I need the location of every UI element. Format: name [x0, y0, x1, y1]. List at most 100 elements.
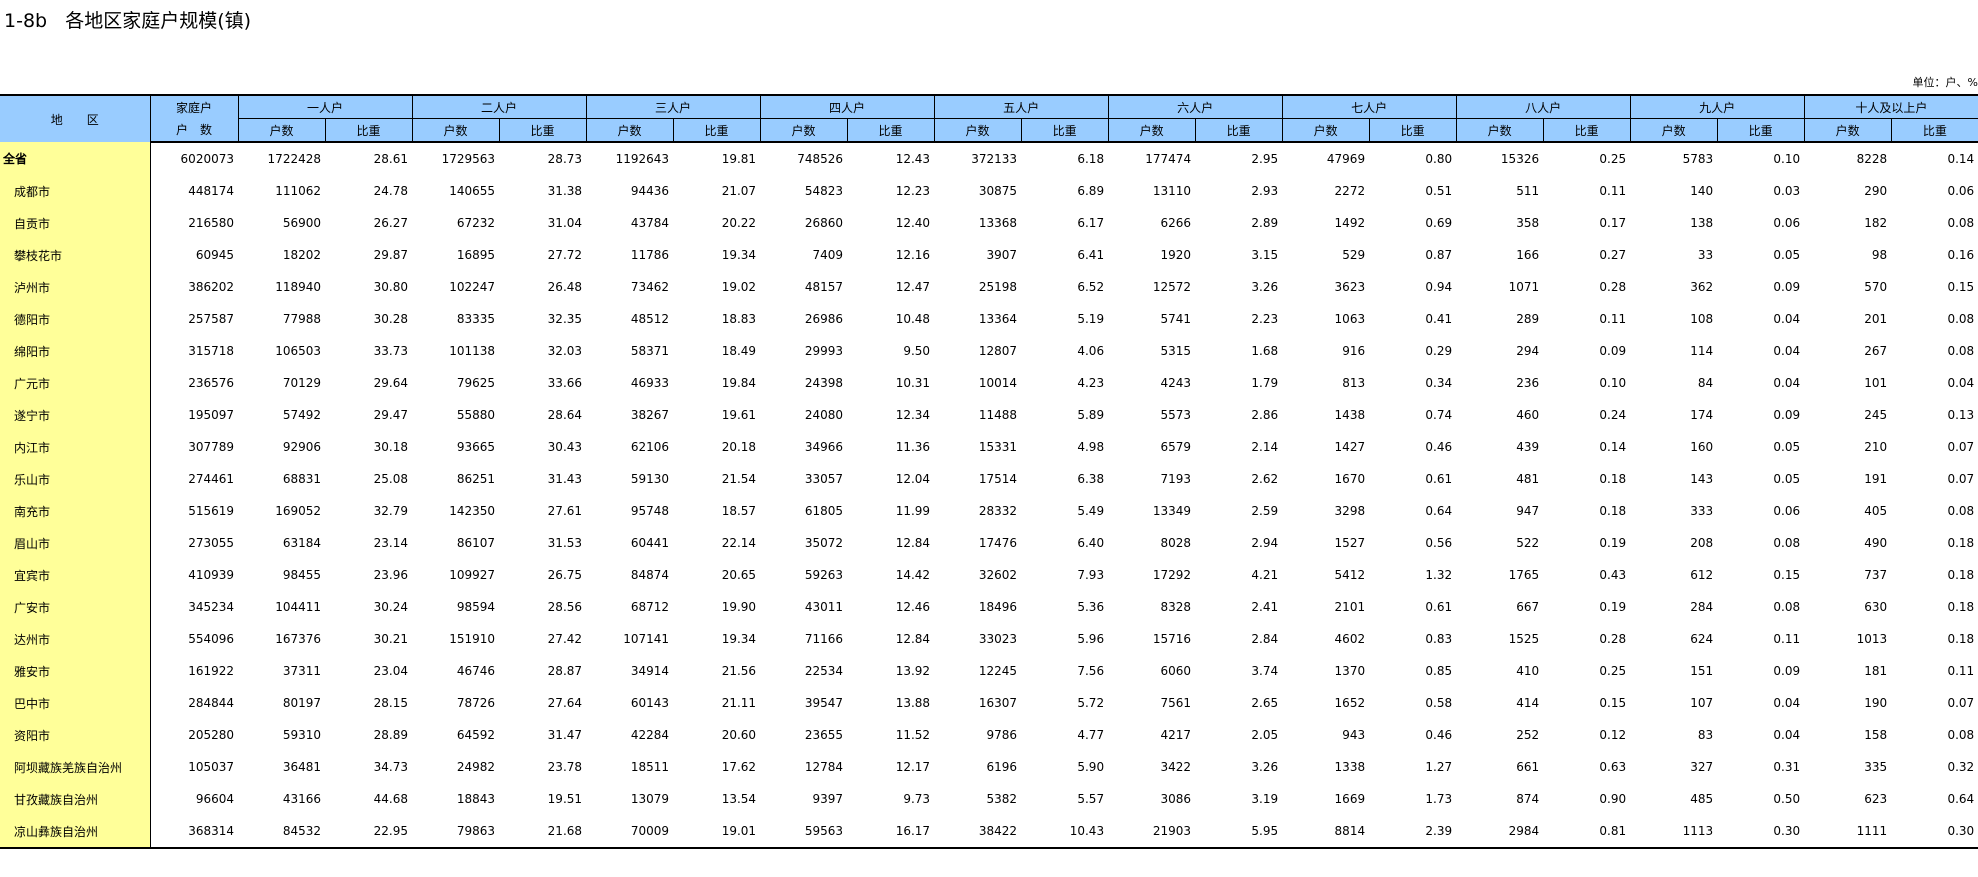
- header-row-groups: 地 区 家庭户 一人户 二人户 三人户 四人户 五人户 六人户 七人户 八人户 …: [0, 94, 1978, 142]
- ratio-subheader: 比重: [672, 118, 761, 143]
- ratio-cell: 21.11: [721, 696, 757, 710]
- count-cell: 1920: [1160, 248, 1192, 262]
- ratio-cell: 0.15: [1599, 696, 1627, 710]
- count-cell: 57492: [282, 408, 321, 422]
- count-subheader: 户数: [585, 118, 674, 143]
- region-cell: 德阳市: [0, 303, 151, 335]
- total-households-cell: 216580: [188, 216, 234, 230]
- count-cell: 3907: [986, 248, 1018, 262]
- ratio-cell: 0.69: [1425, 216, 1453, 230]
- ratio-cell: 2.41: [1251, 600, 1279, 614]
- total-households-cell: 273055: [188, 536, 234, 550]
- count-cell: 58371: [630, 344, 670, 358]
- ratio-cell: 12.47: [895, 280, 931, 294]
- count-cell: 24982: [456, 760, 496, 774]
- region-cell: 泸州市: [0, 271, 151, 303]
- ratio-cell: 25.08: [373, 472, 409, 486]
- count-cell: 60441: [630, 536, 670, 550]
- count-cell: 108: [1690, 312, 1714, 326]
- count-cell: 80197: [282, 696, 321, 710]
- ratio-cell: 23.96: [373, 568, 409, 582]
- count-cell: 77988: [282, 312, 321, 326]
- table-row: 泸州市 386202 118940 30.80 102247 26.48 73462 19.0…: [0, 271, 1978, 303]
- ratio-cell: 0.11: [1947, 664, 1975, 678]
- ratio-cell: 0.06: [1773, 216, 1801, 230]
- ratio-cell: 0.04: [1773, 696, 1801, 710]
- count-cell: 106503: [275, 344, 321, 358]
- region-cell: 南充市: [0, 495, 151, 527]
- group-header: 九人户: [1629, 94, 1805, 119]
- ratio-cell: 0.64: [1425, 504, 1453, 518]
- ratio-cell: 7.56: [1077, 664, 1105, 678]
- count-cell: 4243: [1160, 376, 1192, 390]
- ratio-cell: 24.78: [373, 184, 409, 198]
- count-cell: 107: [1690, 696, 1714, 710]
- ratio-cell: 9.50: [903, 344, 931, 358]
- ratio-cell: 0.64: [1947, 792, 1975, 806]
- count-subheader: 户数: [933, 118, 1022, 143]
- count-cell: 630: [1864, 600, 1888, 614]
- count-cell: 33023: [978, 632, 1018, 646]
- ratio-cell: 0.10: [1773, 152, 1801, 166]
- ratio-cell: 19.34: [721, 632, 757, 646]
- ratio-cell: 30.18: [373, 440, 409, 454]
- count-cell: 18202: [282, 248, 321, 262]
- region-cell: 遂宁市: [0, 399, 151, 431]
- count-cell: 439: [1516, 440, 1540, 454]
- ratio-cell: 4.06: [1077, 344, 1105, 358]
- count-cell: 83: [1697, 728, 1714, 742]
- ratio-cell: 0.08: [1947, 728, 1975, 742]
- count-subheader: 户数: [1455, 118, 1544, 143]
- count-cell: 11488: [978, 408, 1018, 422]
- table-row: 巴中市 284844 80197 28.15 78726 27.64 60143 21.11 3…: [0, 687, 1978, 719]
- count-cell: 623: [1864, 792, 1888, 806]
- ratio-cell: 5.96: [1077, 632, 1105, 646]
- ratio-cell: 9.73: [903, 792, 931, 806]
- count-cell: 17476: [978, 536, 1018, 550]
- count-cell: 43011: [804, 600, 844, 614]
- count-cell: 8028: [1160, 536, 1192, 550]
- count-cell: 59263: [804, 568, 844, 582]
- ratio-cell: 1.27: [1425, 760, 1453, 774]
- count-cell: 102247: [449, 280, 496, 294]
- count-cell: 267: [1864, 344, 1888, 358]
- ratio-cell: 2.93: [1251, 184, 1279, 198]
- count-cell: 624: [1690, 632, 1714, 646]
- count-cell: 84874: [630, 568, 670, 582]
- count-cell: 947: [1516, 504, 1540, 518]
- region-cell: 甘孜藏族自治州: [0, 783, 151, 815]
- count-cell: 1370: [1334, 664, 1366, 678]
- ratio-cell: 12.46: [895, 600, 931, 614]
- count-cell: 10014: [978, 376, 1018, 390]
- region-cell: 攀枝花市: [0, 239, 151, 271]
- count-cell: 737: [1864, 568, 1888, 582]
- ratio-cell: 6.52: [1077, 280, 1105, 294]
- count-cell: 1192643: [615, 152, 670, 166]
- count-cell: 201: [1864, 312, 1888, 326]
- table-row: 宜宾市 410939 98455 23.96 109927 26.75 84874 20.65…: [0, 559, 1978, 591]
- ratio-cell: 0.05: [1773, 440, 1801, 454]
- ratio-cell: 0.07: [1947, 472, 1975, 486]
- count-cell: 3623: [1334, 280, 1366, 294]
- ratio-cell: 27.61: [547, 504, 583, 518]
- count-cell: 1427: [1334, 440, 1366, 454]
- ratio-cell: 20.22: [721, 216, 757, 230]
- count-cell: 59563: [760, 815, 848, 849]
- count-cell: 874: [1516, 792, 1540, 806]
- count-cell: 151: [1690, 664, 1714, 678]
- ratio-cell: 10.48: [895, 312, 931, 326]
- ratio-cell: 0.50: [1773, 792, 1801, 806]
- household-size-table: 地 区 家庭户 一人户 二人户 三人户 四人户 五人户 六人户 七人户 八人户 …: [0, 94, 1978, 849]
- count-cell: 210: [1864, 440, 1888, 454]
- ratio-cell: 0.11: [1773, 632, 1801, 646]
- ratio-cell: 44.68: [373, 792, 409, 806]
- ratio-cell: 0.08: [1947, 216, 1975, 230]
- count-cell: 1438: [1334, 408, 1366, 422]
- table-row: 雅安市 161922 37311 23.04 46746 28.87 34914 21.56 2…: [0, 655, 1978, 687]
- ratio-cell: 1.68: [1251, 344, 1279, 358]
- count-cell: 142350: [449, 504, 496, 518]
- total-households-cell: 6020073: [180, 152, 234, 166]
- count-cell: 38422: [934, 815, 1022, 849]
- count-cell: 54823: [804, 184, 844, 198]
- count-cell: 34966: [804, 440, 844, 454]
